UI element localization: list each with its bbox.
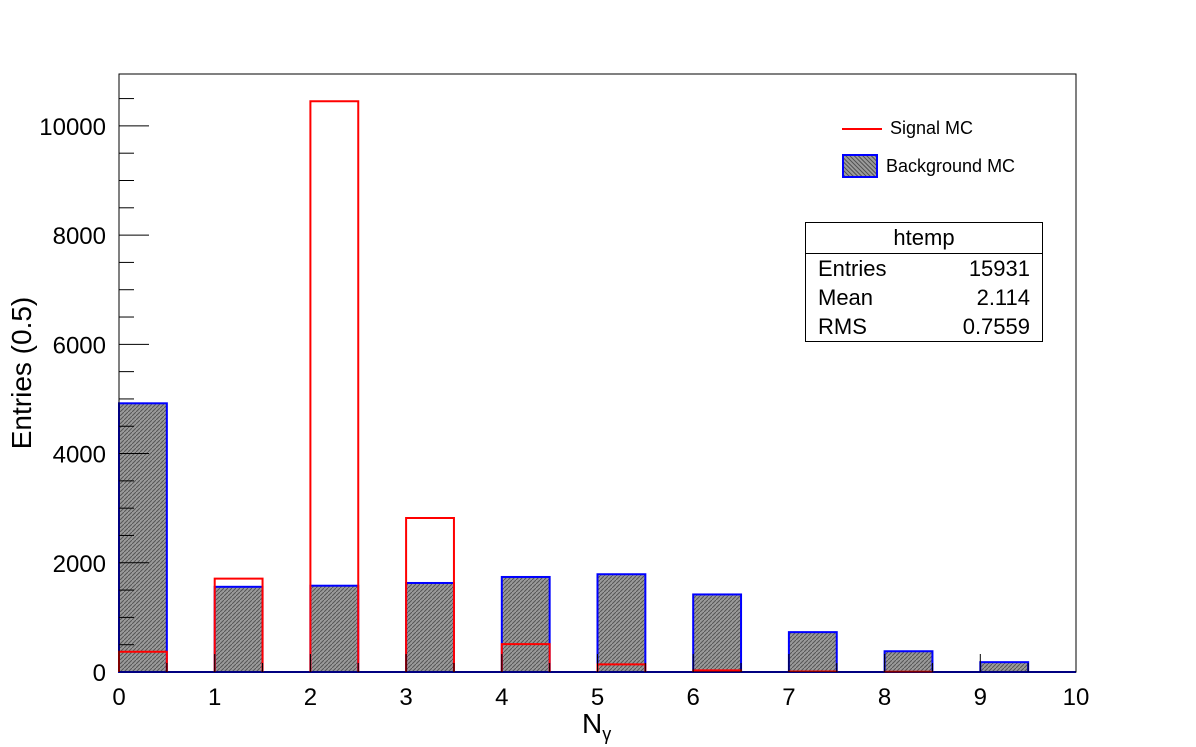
x-tick-label: 8	[878, 684, 891, 711]
legend-signal-label: Signal MC	[890, 118, 974, 138]
x-tick-label: 1	[208, 684, 221, 711]
x-tick-label: 3	[399, 684, 412, 711]
background-bar-7	[787, 631, 838, 674]
stats-mean-label: Mean	[818, 285, 874, 310]
legend: Signal MC Background MC	[842, 112, 1052, 190]
x-axis-title-main: N	[582, 708, 603, 739]
x-tick-label: 0	[112, 684, 125, 711]
legend-item-background: Background MC	[842, 154, 1015, 178]
x-tick-label: 10	[1063, 684, 1090, 711]
x-tick-label: 6	[687, 684, 700, 711]
x-tick-label: 5	[591, 684, 604, 711]
x-axis-title: Nγ	[582, 708, 611, 745]
y-axis-title: Entries (0.5)	[6, 296, 37, 450]
y-tick-label: 0	[93, 660, 106, 687]
stats-box: htemp Entries 15931 Mean 2.114 RMS 0.755…	[805, 222, 1043, 342]
stats-mean-value: 2.114	[976, 285, 1030, 310]
x-tick-label: 9	[974, 684, 987, 711]
background-bar-2	[309, 584, 360, 674]
background-bar-6	[692, 593, 743, 674]
legend-background-swatch	[842, 154, 878, 178]
stats-row-entries: Entries 15931	[806, 254, 1042, 283]
background-bar-3	[405, 581, 455, 674]
x-tick-label: 2	[304, 684, 317, 711]
background-bar-9	[979, 661, 1030, 673]
legend-background-label: Background MC	[886, 155, 1016, 176]
signal-bar-2	[309, 100, 360, 672]
background-bar-1	[213, 585, 264, 673]
background-bar-4	[500, 575, 551, 673]
stats-rms-label: RMS	[818, 314, 867, 339]
background-bar-8	[883, 650, 934, 674]
stats-entries-label: Entries	[818, 256, 887, 281]
signal-bar-1	[213, 577, 264, 672]
y-tick-label: 6000	[53, 332, 106, 359]
y-tick-label: 2000	[53, 551, 106, 578]
background-bar-5	[596, 573, 647, 673]
stats-row-rms: RMS 0.7559	[806, 312, 1042, 341]
x-tick-label: 7	[782, 684, 795, 711]
legend-item-signal: Signal MC	[842, 118, 973, 139]
background-bar-0	[118, 402, 168, 673]
y-tick-label: 8000	[53, 223, 106, 250]
stats-row-mean: Mean 2.114	[806, 283, 1042, 312]
stats-rms-value: 0.7559	[962, 314, 1030, 339]
stats-entries-value: 15931	[968, 256, 1030, 281]
legend-signal-swatch	[842, 127, 882, 130]
signal-bar-3	[405, 516, 455, 672]
x-tick-label: 4	[495, 684, 508, 711]
y-tick-label: 4000	[53, 442, 106, 469]
x-axis-title-sub: γ	[602, 724, 612, 744]
y-tick-label: 10000	[39, 114, 106, 141]
stats-title: htemp	[806, 223, 1042, 254]
